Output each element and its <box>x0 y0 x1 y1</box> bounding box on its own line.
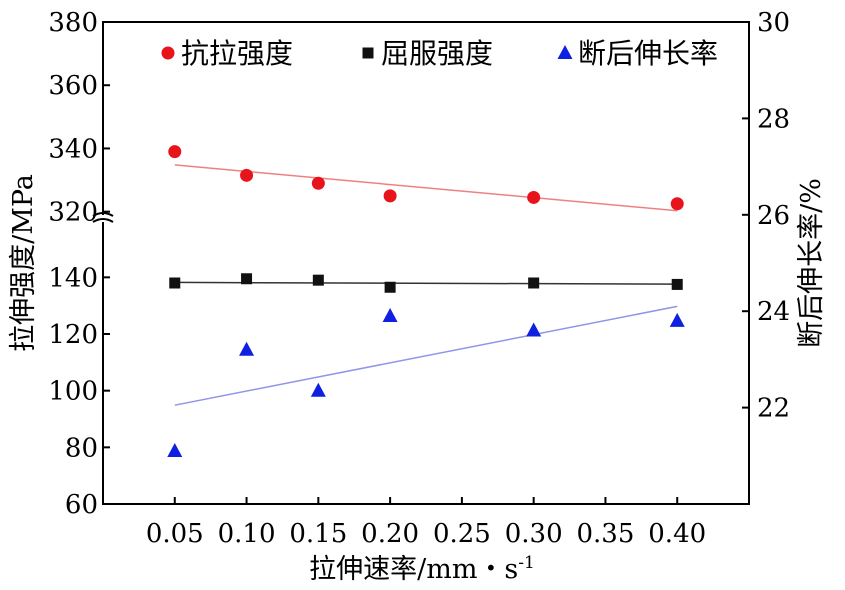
y-left-tick-label: 340 <box>48 134 98 164</box>
x-tick-label: 0.40 <box>648 519 706 549</box>
trend-line <box>174 164 678 212</box>
marker-circle <box>383 189 397 203</box>
y-right-tick-label: 30 <box>757 8 790 38</box>
y-left-tick-label: 100 <box>48 377 98 407</box>
marker-triangle <box>526 322 542 337</box>
x-axis-title: 拉伸速率/mm・s-1 <box>309 553 535 585</box>
legend-marker-circle <box>161 46 175 60</box>
marker-circle <box>670 197 684 211</box>
x-tick-label: 0.15 <box>289 519 347 549</box>
x-tick-label: 0.10 <box>218 519 276 549</box>
marker-square <box>671 278 683 290</box>
marker-square <box>169 277 181 289</box>
x-tick-label: 0.30 <box>505 519 563 549</box>
x-tick-label: 0.20 <box>361 519 419 549</box>
legend-label: 抗拉强度 <box>181 37 293 70</box>
x-tick-label: 0.35 <box>576 519 634 549</box>
marker-square <box>384 281 396 293</box>
marker-triangle <box>382 308 398 323</box>
y-left-tick-label: 360 <box>48 71 98 101</box>
bottom-axis: 0.05 0.10 0.15 0.20 0.25 0.30 0.35 0.40 <box>146 497 706 549</box>
data-markers <box>167 145 685 457</box>
legend-marker-square <box>362 47 374 59</box>
marker-square <box>528 277 540 289</box>
y-right-tick-label: 26 <box>757 201 790 231</box>
right-axis: 22 24 26 28 30 <box>742 8 790 424</box>
marker-square <box>312 274 324 286</box>
y-left-tick-label: 120 <box>48 320 98 350</box>
x-tick-label: 0.25 <box>433 519 491 549</box>
marker-triangle <box>239 341 255 356</box>
y-left-tick-label: 80 <box>65 433 98 463</box>
trend-lines <box>174 164 678 406</box>
trend-line <box>174 281 678 285</box>
marker-circle <box>168 145 182 159</box>
legend: 抗拉强度 屈服强度 断后伸长率 <box>161 37 718 70</box>
x-tick-label: 0.05 <box>146 519 204 549</box>
y-left-tick-label: 320 <box>48 198 98 228</box>
y-left-tick-label: 380 <box>48 8 98 38</box>
marker-triangle <box>167 442 183 457</box>
y-right-tick-label: 22 <box>757 394 790 424</box>
marker-triangle <box>669 312 685 327</box>
axis-break <box>92 212 114 223</box>
marker-circle <box>240 168 254 182</box>
marker-circle <box>527 190 541 204</box>
plot-frame <box>102 21 750 505</box>
y-left-title: 拉伸强度/MPa <box>8 174 39 352</box>
y-right-tick-label: 24 <box>757 297 790 327</box>
y-left-tick-label: 140 <box>48 263 98 293</box>
trend-line <box>174 305 678 406</box>
marker-triangle <box>310 382 326 397</box>
y-right-title: 断后伸长率/% <box>796 178 827 348</box>
legend-marker-triangle <box>557 45 573 59</box>
x-axis-title-main: 拉伸速率/mm・s <box>309 554 518 585</box>
marker-circle <box>311 176 325 190</box>
marker-square <box>241 273 253 285</box>
left-axis: 320 340 360 380 60 80 100 120 140 <box>48 8 110 520</box>
legend-label: 断后伸长率 <box>578 37 718 70</box>
x-axis-title-sup: -1 <box>518 553 535 573</box>
legend-label: 屈服强度 <box>381 37 493 70</box>
y-right-tick-label: 28 <box>757 104 790 134</box>
y-left-tick-label: 60 <box>65 490 98 520</box>
